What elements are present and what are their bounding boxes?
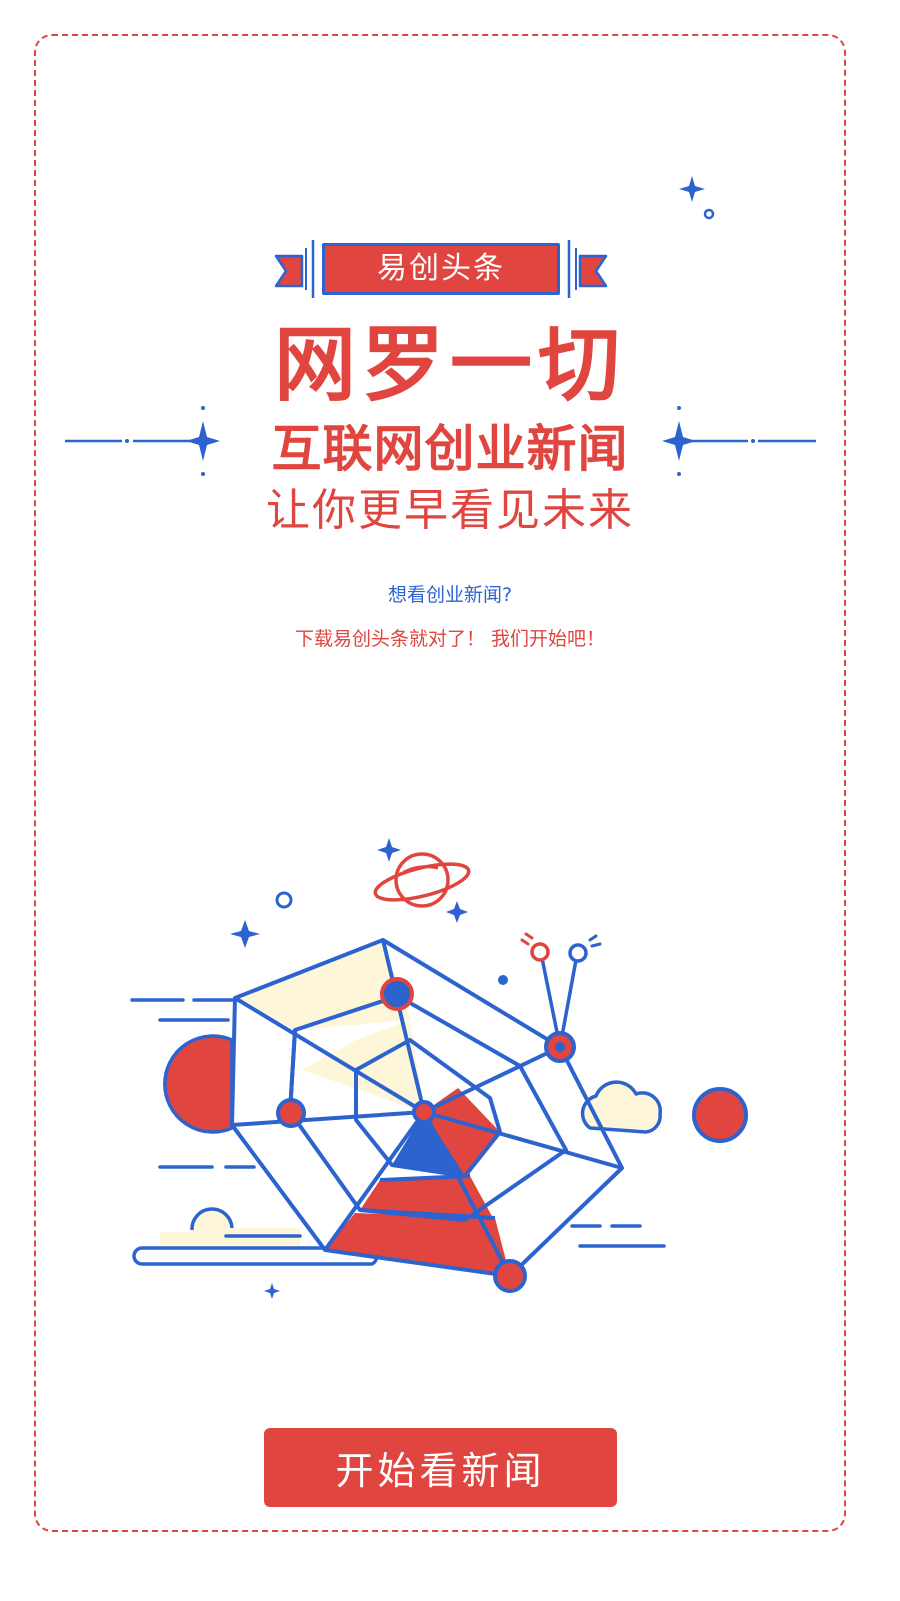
brand-badge: 易创头条 <box>322 243 560 295</box>
sparkle-icon <box>186 421 220 461</box>
dashed-border-frame <box>34 34 846 1532</box>
headline: 网罗一切 <box>273 318 626 413</box>
small-circle-icon <box>275 891 293 909</box>
intro-call-to-action: 下载易创头条就对了！ 我们开始吧！ <box>294 628 606 650</box>
ribbon-right-icon <box>567 240 608 298</box>
small-circle-icon <box>703 208 715 220</box>
tagline: 让你更早看见未来 <box>266 485 634 536</box>
sparkle-icon <box>662 421 696 461</box>
cloud-icon <box>132 1207 379 1266</box>
cloud-icon <box>580 1080 663 1134</box>
subheadline: 互联网创业新闻 <box>271 420 629 478</box>
sparkle-icon <box>446 901 468 923</box>
start-reading-button[interactable]: 开始看新闻 <box>264 1428 617 1507</box>
sparkle-icon <box>230 920 260 948</box>
sparkle-icon <box>264 1283 280 1299</box>
intro-question: 想看创业新闻? <box>387 584 513 606</box>
sparkle-icon <box>377 838 401 862</box>
planet-icon <box>373 852 471 908</box>
ribbon-left-icon <box>274 240 315 298</box>
sparkle-icon <box>679 176 705 202</box>
